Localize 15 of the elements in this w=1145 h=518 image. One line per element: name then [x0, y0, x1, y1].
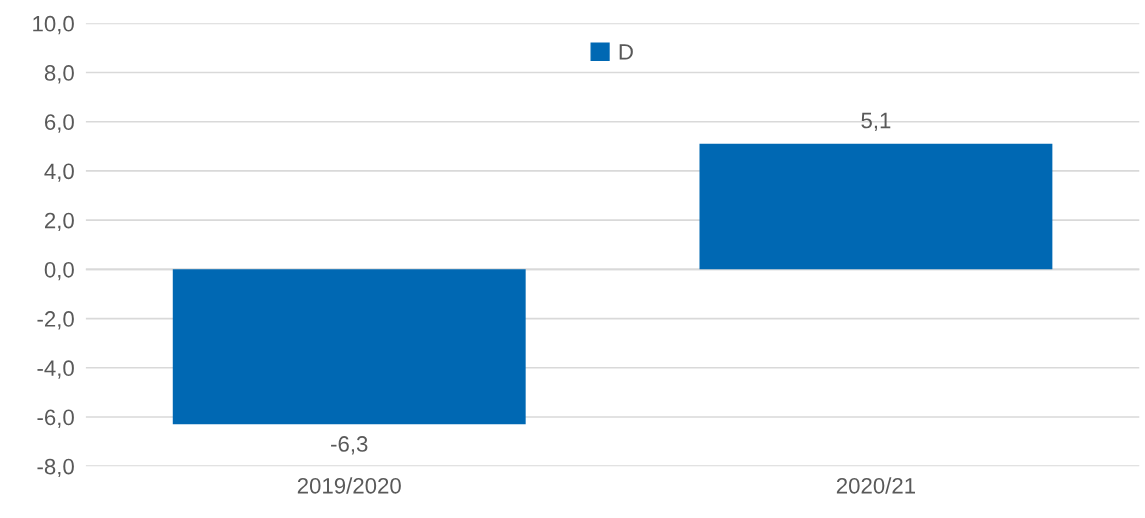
data-label: 5,1 — [861, 112, 891, 131]
y-tick-label: -2,0 — [37, 311, 74, 330]
y-tick-label: 10,0 — [33, 15, 74, 35]
legend-label: D — [619, 44, 633, 60]
y-tick-label: 6,0 — [45, 114, 74, 133]
y-tick-label: -8,0 — [37, 458, 74, 478]
y-tick-label: 8,0 — [44, 65, 74, 84]
y-tick-label: 2,0 — [44, 212, 74, 232]
y-tick-label: 4,0 — [44, 163, 74, 182]
y-tick-label: -6,0 — [37, 409, 74, 428]
x-tick-label: 2020/21 — [836, 477, 916, 494]
y-tick-label: -4,0 — [37, 360, 74, 379]
x-tick-label: 2019/2020 — [297, 477, 401, 494]
data-label: -6,3 — [331, 436, 368, 455]
y-tick-label: 0,0 — [44, 261, 74, 281]
